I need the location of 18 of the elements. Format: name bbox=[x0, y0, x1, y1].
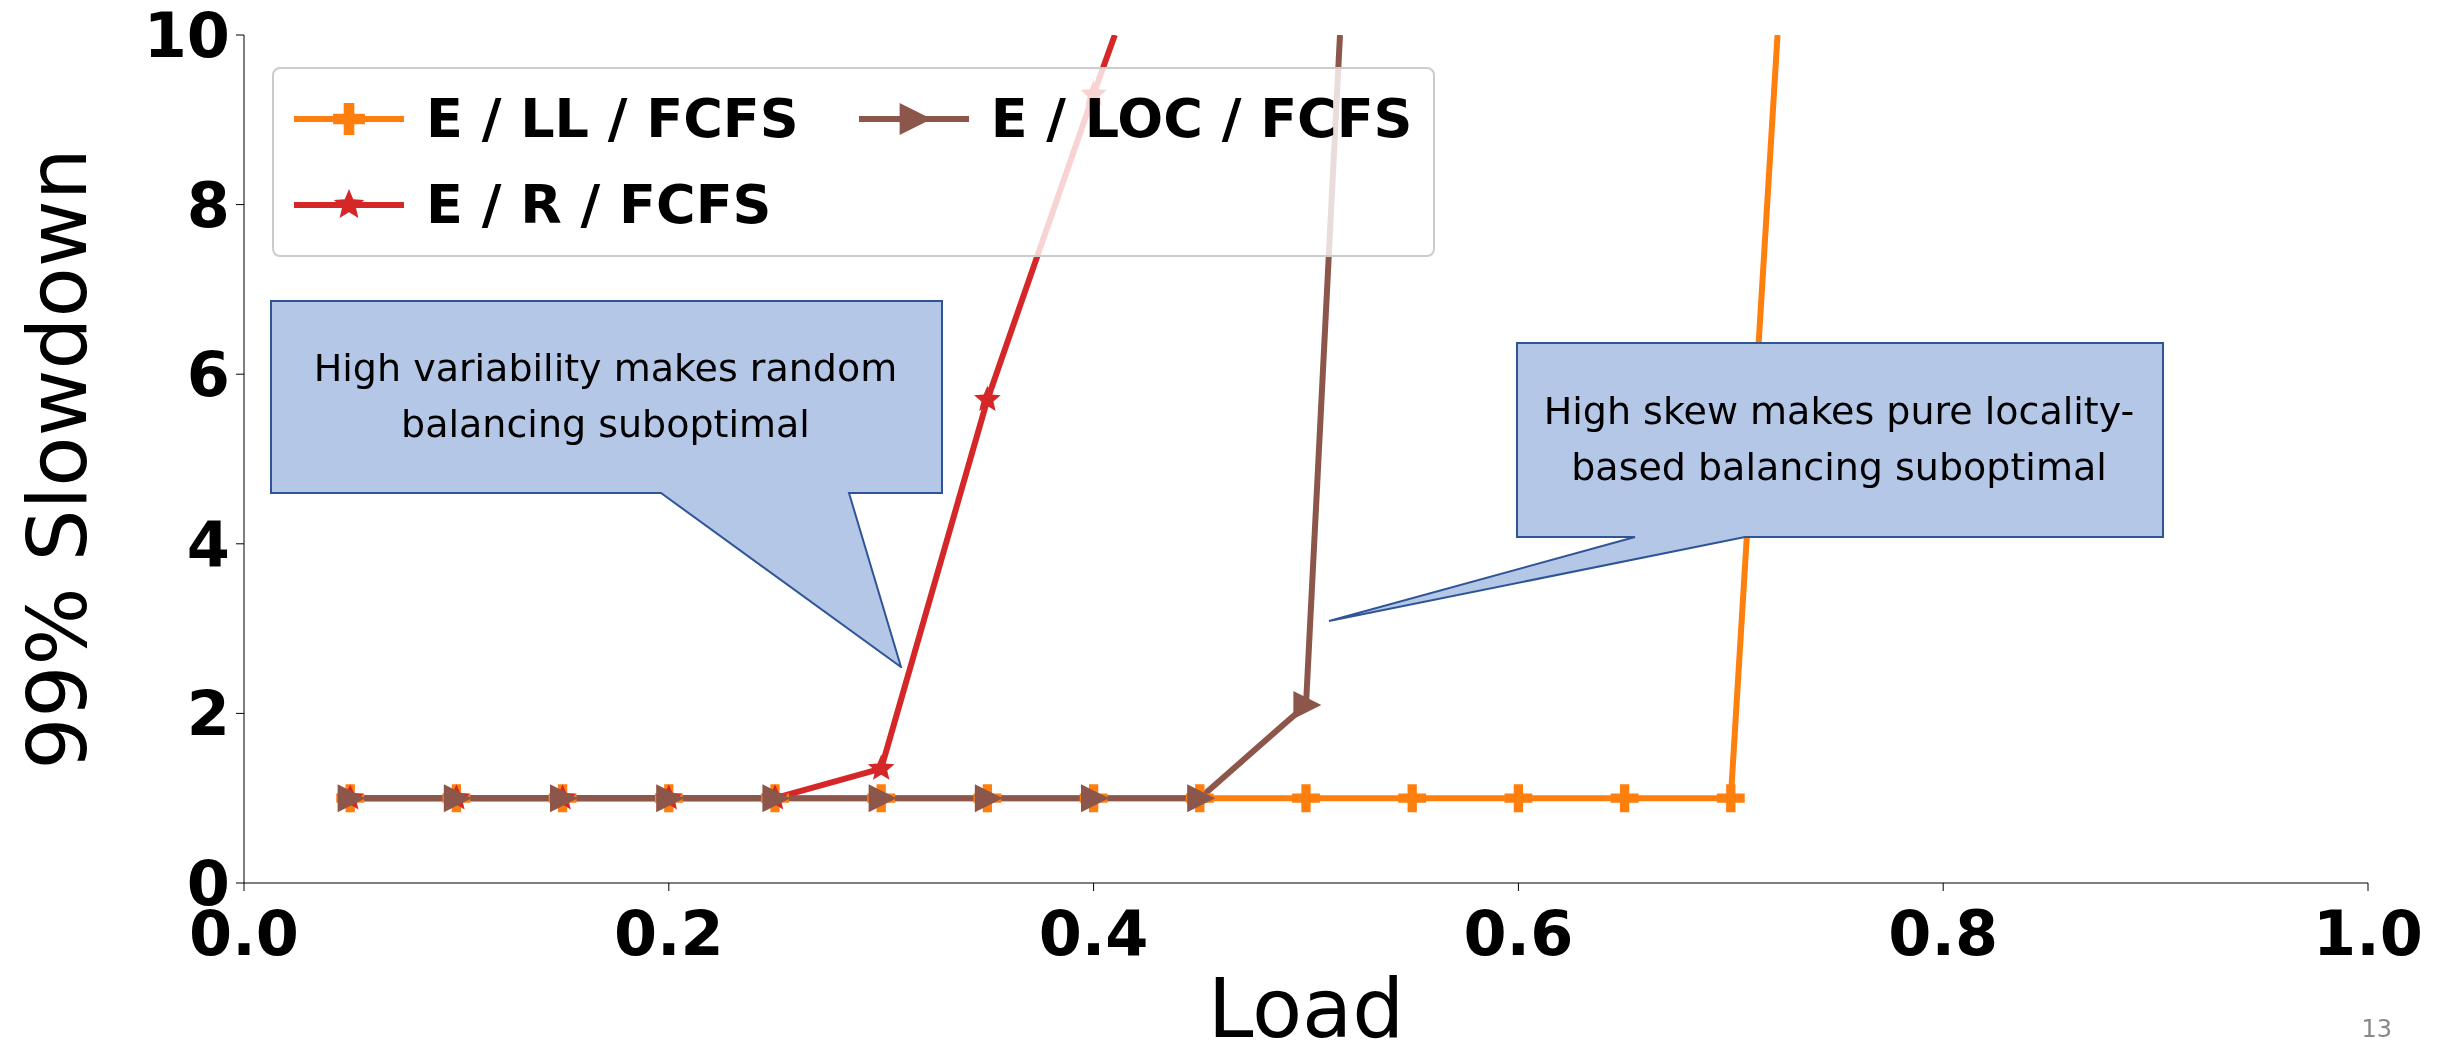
annotation: High variability makes random balancing suboptimal bbox=[312, 345, 899, 448]
x-tick-label: 0.4 bbox=[1038, 897, 1149, 971]
legend-label: E / LL / FCFS bbox=[426, 86, 799, 152]
x-axis-title: Load bbox=[1207, 961, 1405, 1056]
x-tick-label: 0.8 bbox=[1888, 897, 1999, 971]
x-tick-label: 0.6 bbox=[1463, 897, 1574, 971]
y-tick-label: 4 bbox=[186, 507, 230, 581]
x-tick-label: 0.2 bbox=[613, 897, 724, 971]
y-tick-label: 10 bbox=[143, 0, 230, 73]
x-tick-label: 1.0 bbox=[2313, 897, 2423, 971]
legend-label: E / R / FCFS bbox=[426, 172, 772, 238]
y-tick-label: 2 bbox=[186, 677, 230, 751]
legend-label: E / LOC / FCFS bbox=[990, 86, 1413, 152]
y-tick-label: 6 bbox=[186, 338, 230, 412]
annotation: High skew makes pure locality-based balancing suboptimal bbox=[1542, 388, 2136, 491]
text: 13 bbox=[2361, 1015, 2392, 1043]
y-axis-title: 99% Slowdown bbox=[10, 147, 105, 772]
y-tick-label: 8 bbox=[186, 168, 230, 242]
